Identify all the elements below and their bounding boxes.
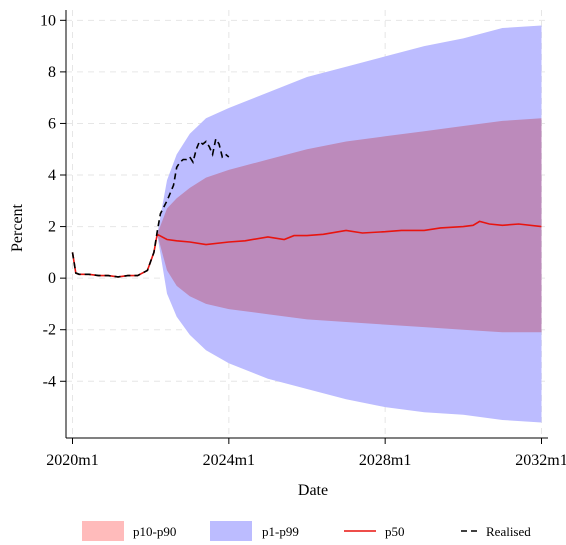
legend-label: p50 [385, 524, 405, 539]
y-tick-label: 4 [48, 167, 56, 184]
series-lines [71, 136, 542, 278]
legend-swatch [210, 521, 252, 541]
y-axis-ticks: -4 -2 0 2 4 6 8 10 [40, 12, 66, 390]
axes: -4 -2 0 2 4 6 8 10 2020m1 2024m1 2028m1 2032m1 [40, 10, 566, 469]
y-tick-label: -4 [43, 373, 56, 390]
y-tick-label: -2 [43, 322, 56, 339]
y-tick-label: 10 [40, 12, 56, 29]
x-tick-label: 2032m1 [515, 452, 566, 469]
x-axis-ticks: 2020m1 2024m1 2028m1 2032m1 [46, 438, 566, 469]
legend-label: Realised [486, 524, 531, 539]
y-tick-label: 6 [48, 115, 56, 132]
legend-item-p50: p50 [344, 524, 405, 539]
legend-swatch [82, 521, 124, 541]
x-tick-label: 2020m1 [46, 452, 98, 469]
y-tick-label: 0 [48, 270, 56, 287]
y-tick-label: 8 [48, 64, 56, 81]
x-tick-label: 2028m1 [359, 452, 411, 469]
y-axis-title: Percent [9, 203, 26, 252]
x-tick-label: 2024m1 [203, 452, 255, 469]
legend: p10-p90 p1-p99 p50 Realised [82, 521, 531, 541]
legend-item-p1-p99: p1-p99 [210, 521, 299, 541]
legend-item-p10-p90: p10-p90 [82, 521, 176, 541]
band-p10-p90 [157, 118, 542, 333]
line-realised [71, 136, 230, 278]
legend-item-realised: Realised [461, 524, 531, 539]
x-axis-title: Date [298, 482, 328, 499]
y-tick-label: 2 [48, 219, 56, 236]
legend-label: p10-p90 [133, 524, 176, 539]
legend-label: p1-p99 [262, 524, 299, 539]
fan-bands [157, 25, 542, 423]
